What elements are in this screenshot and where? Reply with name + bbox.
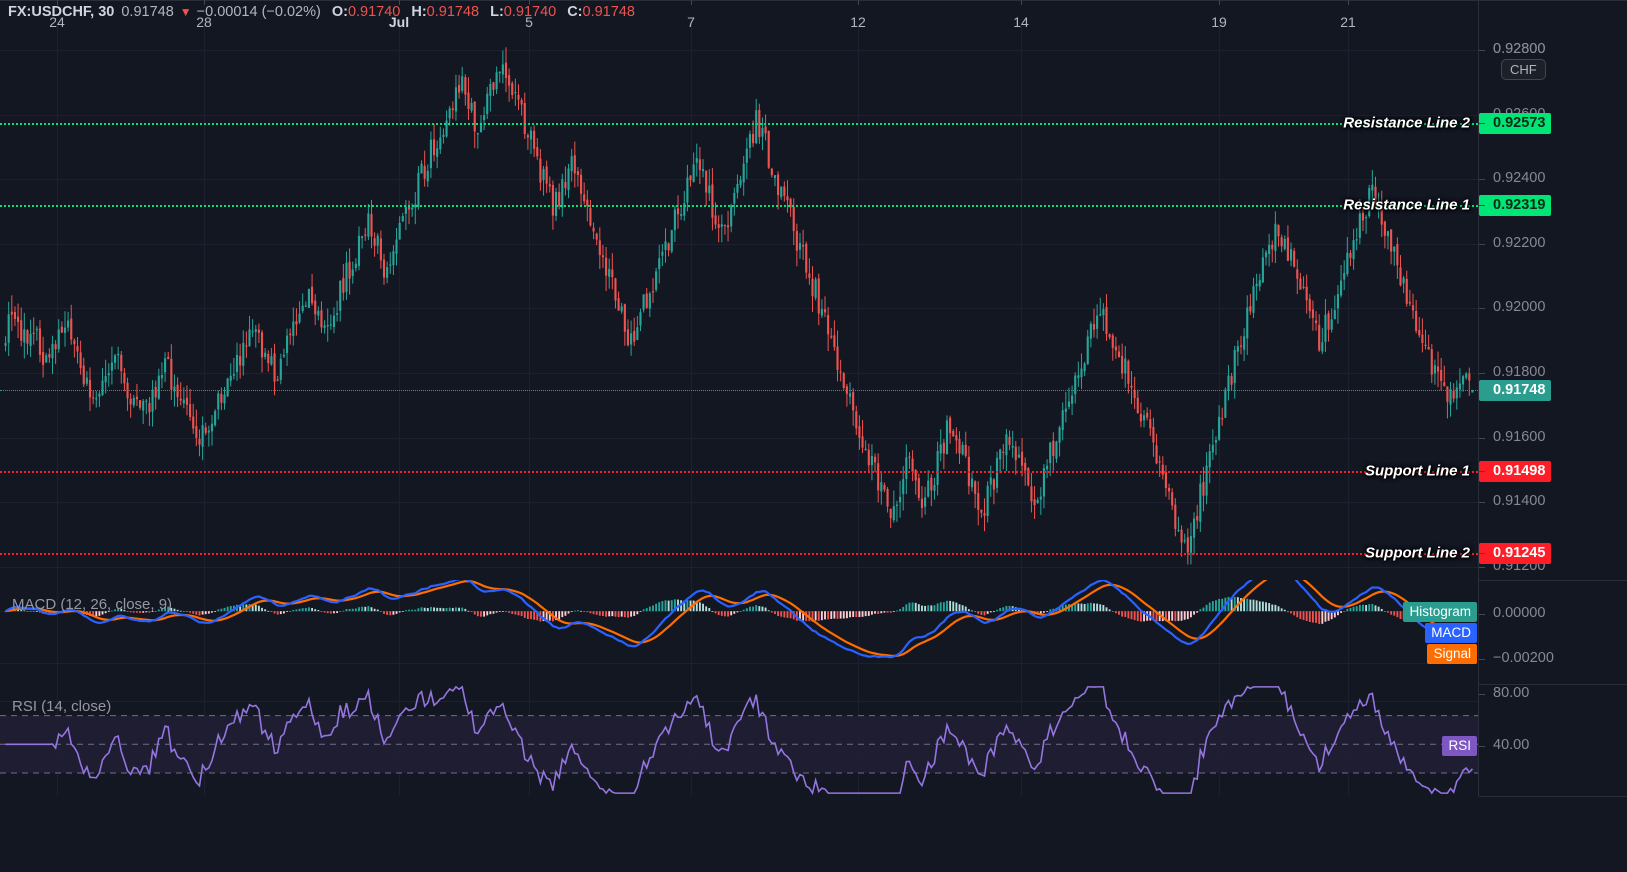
- scale-tickmark: [1479, 49, 1485, 51]
- time-tickmark: [1021, 0, 1022, 5]
- macd-legend-histogram[interactable]: Histogram: [1403, 602, 1477, 622]
- scale-tickmark: [1479, 567, 1485, 569]
- time-axis-border: [0, 0, 1627, 1]
- price-change-label: −0.00014 (−0.02%): [196, 4, 321, 20]
- price-tick-0.91600: 0.91600: [1493, 428, 1546, 445]
- time-tick-12: 12: [850, 14, 866, 30]
- scale-tickmark: [1479, 243, 1485, 245]
- symbol-label[interactable]: FX:USDCHF, 30: [8, 4, 115, 20]
- macd-legend-signal[interactable]: Signal: [1427, 644, 1477, 664]
- scale-tickmark: [1479, 746, 1485, 747]
- macd-tick-0: 0.00000: [1493, 605, 1546, 621]
- scale-divider: [1479, 684, 1627, 685]
- low-value: 0.91740: [503, 4, 557, 20]
- low-key: L:: [490, 4, 504, 20]
- scale-divider: [1479, 580, 1627, 581]
- time-tick-14: 14: [1013, 14, 1029, 30]
- time-tickmark: [399, 0, 400, 5]
- price-tick-0.92800: 0.92800: [1493, 40, 1546, 57]
- time-tick-5: 5: [525, 14, 533, 30]
- price-scale[interactable]: CHF 0.91200 0.91400 0.91600 0.91800 0.92000 0…: [1478, 24, 1627, 797]
- macd-pane[interactable]: MACD (12, 26, close, 9): [0, 580, 1478, 684]
- scale-tickmark: [1479, 373, 1485, 375]
- rsi-legend-chip[interactable]: RSI: [1442, 736, 1477, 756]
- price-badge-resistance-line-2[interactable]: 0.92573: [1479, 113, 1552, 135]
- time-tickmark: [204, 0, 205, 5]
- open-key: O:: [331, 4, 348, 20]
- time-axis-right-divider: [1478, 0, 1479, 40]
- scale-tickmark: [1479, 614, 1485, 615]
- price-tick-0.92200: 0.92200: [1493, 234, 1546, 251]
- scale-tickmark: [1479, 179, 1485, 181]
- price-badge-support-line-2[interactable]: 0.91245: [1479, 542, 1552, 564]
- macd-legend-macd[interactable]: MACD: [1425, 623, 1477, 643]
- open-value: 0.91740: [347, 4, 401, 20]
- candlestick-series: [0, 24, 1478, 580]
- scale-tickmark: [1479, 502, 1485, 504]
- macd-series: [0, 580, 1478, 684]
- time-tick-24: 24: [49, 14, 65, 30]
- price-pane[interactable]: [0, 24, 1478, 580]
- scale-tickmark: [1479, 308, 1485, 310]
- price-badge-resistance-line-1[interactable]: 0.92319: [1479, 195, 1552, 217]
- high-key: H:: [411, 4, 427, 20]
- time-tick-21: 21: [1340, 14, 1356, 30]
- time-tickmark: [1219, 0, 1220, 5]
- close-value: 0.91748: [582, 4, 635, 20]
- rsi-tick-1: 40.00: [1493, 737, 1530, 753]
- price-tick-0.91800: 0.91800: [1493, 364, 1546, 381]
- scale-divider: [1479, 796, 1627, 797]
- time-tick-19: 19: [1211, 14, 1227, 30]
- last-price-badge[interactable]: 0.91748: [1479, 379, 1552, 401]
- price-tick-0.92800: 0.92800: [1493, 40, 1546, 57]
- scale-tickmark: [1479, 205, 1485, 207]
- last-price-label: 0.91748: [121, 4, 174, 20]
- time-tickmark: [1348, 0, 1349, 5]
- currency-badge: CHF: [1501, 59, 1546, 80]
- time-tickmark: [691, 0, 692, 5]
- time-tick-28: 28: [196, 14, 212, 30]
- scale-tickmark: [1479, 694, 1485, 695]
- price-tick-0.92400: 0.92400: [1493, 170, 1546, 187]
- price-tick-0.91400: 0.91400: [1493, 493, 1546, 510]
- close-key: C:: [567, 4, 583, 20]
- time-tickmark: [858, 0, 859, 5]
- rsi-series: [0, 684, 1478, 796]
- rsi-pane[interactable]: RSI (14, close): [0, 684, 1478, 796]
- time-tick-7: 7: [687, 14, 695, 30]
- scale-tickmark: [1479, 437, 1485, 439]
- scale-tickmark: [1479, 123, 1485, 125]
- time-tickmark: [529, 0, 530, 5]
- time-tickmark: [57, 0, 58, 5]
- price-tick-0.92000: 0.92000: [1493, 299, 1546, 316]
- scale-tickmark: [1479, 659, 1485, 660]
- rsi-title[interactable]: RSI (14, close): [12, 698, 112, 715]
- macd-title[interactable]: MACD (12, 26, close, 9): [12, 596, 173, 613]
- macd-tick-1: −0.00200: [1493, 650, 1554, 666]
- high-value: 0.91748: [426, 4, 480, 20]
- time-tick-Jul: Jul: [388, 14, 410, 30]
- chart-legend-header: FX:USDCHF, 30 0.91748 ▼ −0.00014 (−0.02%…: [0, 0, 1627, 24]
- price-direction-down-icon: ▼: [179, 5, 192, 19]
- scale-tickmark: [1479, 470, 1485, 472]
- rsi-tick-0: 80.00: [1493, 685, 1530, 701]
- price-badge-support-line-1[interactable]: 0.91498: [1479, 460, 1552, 482]
- scale-tickmark: [1479, 552, 1485, 554]
